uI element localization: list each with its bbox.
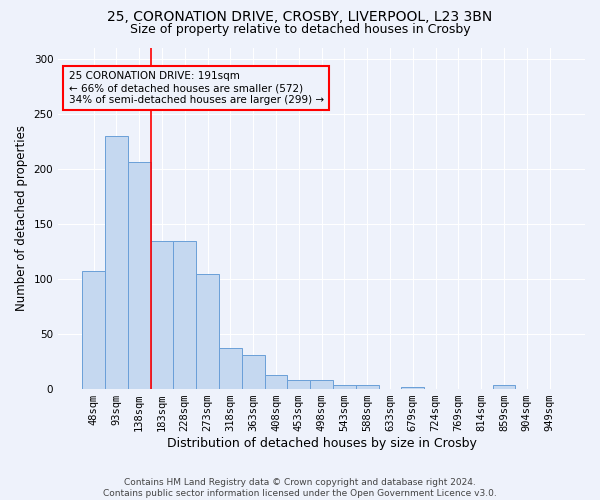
Bar (242, 355, 265, 389)
Bar (310, 380, 333, 389)
Bar (105, 136, 128, 389)
Text: Contains HM Land Registry data © Crown copyright and database right 2024.
Contai: Contains HM Land Registry data © Crown c… (103, 478, 497, 498)
Bar (356, 384, 379, 389)
X-axis label: Distribution of detached houses by size in Crosby: Distribution of detached houses by size … (167, 437, 476, 450)
Bar (151, 242, 173, 389)
Text: Size of property relative to detached houses in Crosby: Size of property relative to detached ho… (130, 22, 470, 36)
Bar (287, 380, 310, 389)
Bar (196, 274, 219, 389)
Bar (82, 271, 105, 389)
Y-axis label: Number of detached properties: Number of detached properties (15, 126, 28, 312)
Text: 25 CORONATION DRIVE: 191sqm
← 66% of detached houses are smaller (572)
34% of se: 25 CORONATION DRIVE: 191sqm ← 66% of det… (69, 72, 324, 104)
Bar (333, 384, 356, 389)
Bar (128, 162, 151, 389)
Bar (401, 387, 424, 389)
Text: 25, CORONATION DRIVE, CROSBY, LIVERPOOL, L23 3BN: 25, CORONATION DRIVE, CROSBY, LIVERPOOL,… (107, 10, 493, 24)
Bar (265, 375, 287, 389)
Bar (173, 242, 196, 389)
Bar (493, 384, 515, 389)
Bar (219, 348, 242, 389)
